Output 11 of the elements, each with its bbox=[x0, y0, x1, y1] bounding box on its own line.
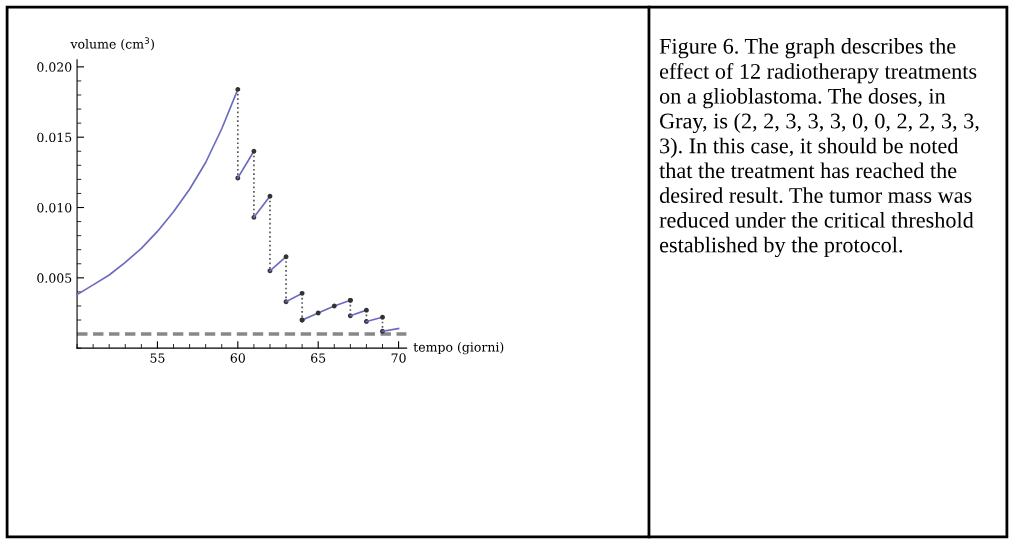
text: Figure 6. The graph describes the effect of 12 radiotherapy treatments on a glioblastoma. The doses, in Gray, is (2, 2, 3, 3, 3, 0, 0, 2, 2, 3, 3, 3). In this case, it should be noted that the treatment has reached the desired result. The tumor mass was reduced under the critical threshold established by the protocol. bbox=[659, 38, 979, 258]
x-tick-label: 70 bbox=[391, 353, 406, 363]
x-tick-label: 65 bbox=[311, 353, 326, 363]
x-tick-label: 60 bbox=[230, 353, 245, 363]
y-axis-title: volume (cm$^{3}$) bbox=[70, 37, 154, 51]
x-tick-label: 55 bbox=[150, 353, 165, 363]
x-axis-title: tempo (giorni) bbox=[413, 342, 504, 355]
y-tick-label: 0.015 bbox=[37, 132, 72, 143]
y-tick-label: 0.020 bbox=[37, 62, 72, 72]
y-tick-label: 0.010 bbox=[37, 202, 72, 213]
y-tick-label: 0.005 bbox=[37, 273, 72, 283]
